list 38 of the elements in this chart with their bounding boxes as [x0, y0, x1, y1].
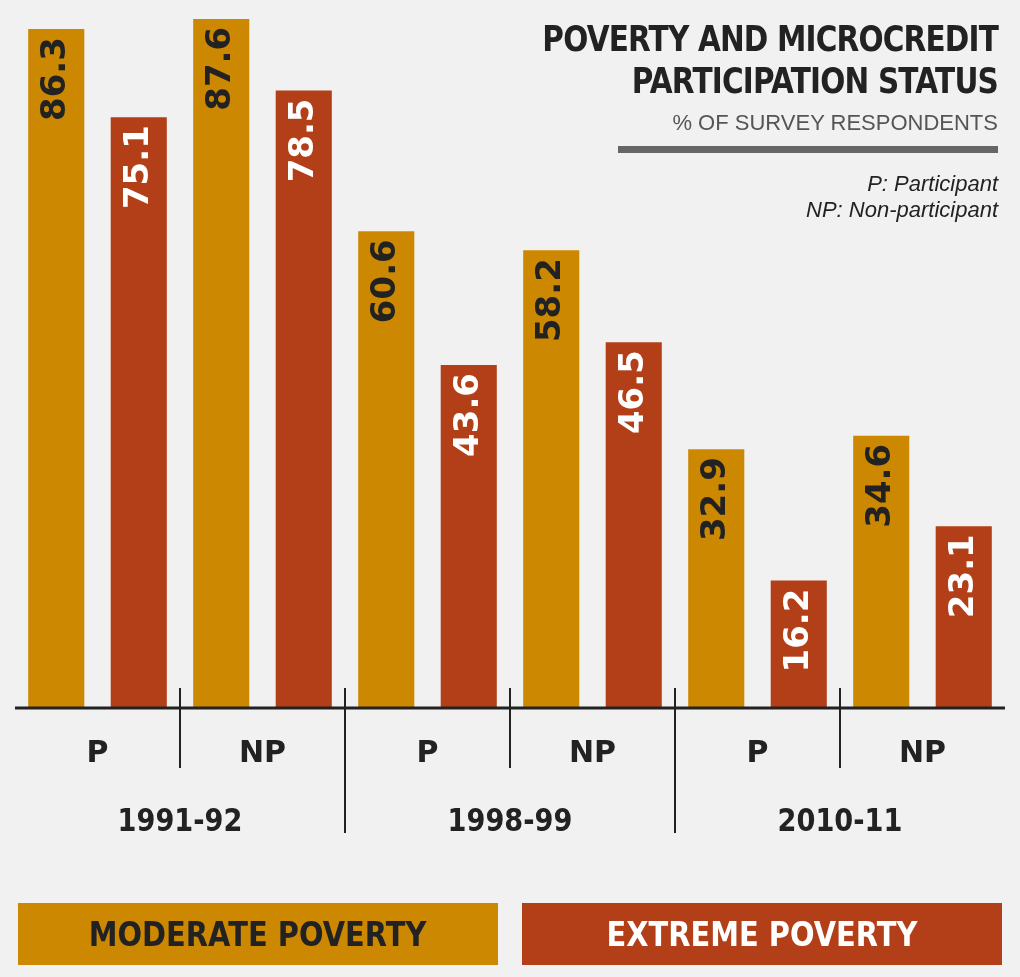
bar — [440, 365, 497, 708]
bar — [605, 342, 662, 708]
bar — [523, 250, 580, 708]
x-tick-label: NP — [898, 733, 947, 769]
annotation: P: Participant — [866, 171, 998, 197]
data-label: 75.1 — [115, 125, 156, 210]
bar — [275, 90, 332, 708]
data-label: 78.5 — [280, 98, 321, 183]
text: 1991-92 — [117, 801, 243, 839]
data-label: 60.6 — [363, 239, 404, 324]
x-tick-label: P — [86, 733, 109, 769]
text: % OF SURVEY RESPONDENTS — [618, 110, 998, 153]
data-label: 34.6 — [858, 443, 899, 528]
bar — [688, 449, 745, 708]
data-label: 87.6 — [198, 26, 239, 111]
bar — [935, 526, 992, 708]
x-tick-label: P — [746, 733, 769, 769]
text: 1998-99 — [447, 801, 573, 839]
bar — [358, 231, 415, 708]
x-tick-label: P — [416, 733, 439, 769]
data-label: 86.3 — [33, 37, 74, 121]
data-label: 58.2 — [528, 258, 569, 343]
data-label: 43.6 — [445, 373, 486, 457]
text: 2010-11 — [777, 801, 903, 839]
x-tick-label: NP — [568, 733, 617, 769]
data-label: 32.9 — [693, 457, 734, 542]
text: EXTREME POVERTY — [606, 914, 918, 954]
text: MODERATE POVERTY — [89, 914, 427, 954]
text: POVERTY AND MICROCREDIT PARTICIPATION STATUS — [541, 18, 998, 102]
data-label: 46.5 — [610, 350, 651, 435]
bar — [110, 117, 167, 708]
bar — [853, 435, 910, 708]
data-label: 16.2 — [775, 588, 816, 673]
x-tick-label: NP — [238, 733, 287, 769]
data-label: 23.1 — [940, 534, 981, 619]
annotation: NP: Non-participant — [805, 197, 998, 223]
bar — [28, 29, 85, 708]
bar — [193, 18, 250, 708]
